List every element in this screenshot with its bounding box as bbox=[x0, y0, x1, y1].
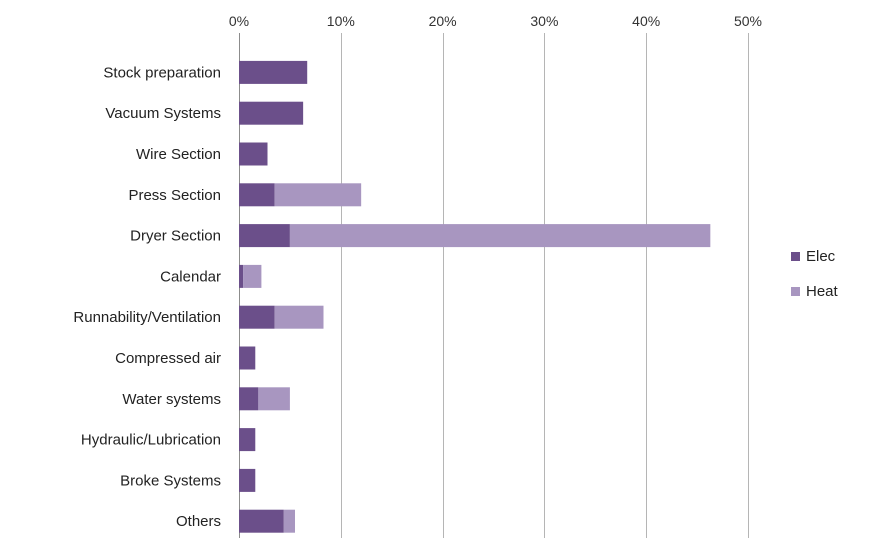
x-tick-label-5: 50% bbox=[734, 13, 762, 29]
bar-elec-1 bbox=[239, 101, 304, 125]
bar-heat-6 bbox=[274, 305, 324, 329]
bar-elec-2 bbox=[239, 142, 268, 166]
x-tick-label-3: 30% bbox=[530, 13, 558, 29]
x-tick-label-1: 10% bbox=[327, 13, 355, 29]
x-tick-label-0: 0% bbox=[229, 13, 249, 29]
bar-elec-0 bbox=[239, 60, 308, 84]
legend-label-heat: Heat bbox=[806, 283, 839, 300]
x-axis-ticks: 0% 10% 20% 30% 40% 50% bbox=[229, 13, 762, 29]
category-label-3: Press Section bbox=[128, 187, 221, 204]
category-label-10: Broke Systems bbox=[120, 472, 221, 489]
bars bbox=[239, 60, 711, 533]
category-label-5: Calendar bbox=[160, 268, 221, 285]
legend-label-elec: Elec bbox=[806, 248, 836, 265]
category-label-0: Stock preparation bbox=[103, 64, 221, 81]
bar-heat-11 bbox=[283, 509, 295, 533]
category-label-2: Wire Section bbox=[136, 146, 221, 163]
bar-heat-3 bbox=[274, 183, 362, 207]
legend: Elec Heat bbox=[791, 248, 839, 300]
legend-swatch-heat bbox=[791, 287, 800, 296]
bar-elec-7 bbox=[239, 346, 256, 370]
bar-elec-8 bbox=[239, 387, 259, 411]
category-label-4: Dryer Section bbox=[130, 228, 221, 245]
bar-heat-4 bbox=[289, 224, 711, 248]
category-label-11: Others bbox=[176, 513, 221, 530]
category-label-9: Hydraulic/Lubrication bbox=[81, 432, 221, 449]
x-tick-label-4: 40% bbox=[632, 13, 660, 29]
category-label-6: Runnability/Ventilation bbox=[73, 309, 221, 326]
bar-heat-8 bbox=[258, 387, 290, 411]
category-label-8: Water systems bbox=[122, 391, 221, 408]
x-tick-label-2: 20% bbox=[429, 13, 457, 29]
gridlines bbox=[239, 33, 749, 538]
bar-elec-5 bbox=[239, 264, 244, 288]
bar-elec-4 bbox=[239, 224, 290, 248]
bar-heat-5 bbox=[243, 264, 262, 288]
bar-elec-10 bbox=[239, 468, 256, 492]
bar-elec-6 bbox=[239, 305, 275, 329]
category-label-1: Vacuum Systems bbox=[105, 105, 221, 122]
legend-swatch-elec bbox=[791, 252, 800, 261]
bar-elec-9 bbox=[239, 428, 256, 452]
category-label-7: Compressed air bbox=[115, 350, 221, 367]
category-labels: Stock preparation Vacuum Systems Wire Sect… bbox=[73, 64, 221, 530]
bar-elec-3 bbox=[239, 183, 275, 207]
bar-elec-11 bbox=[239, 509, 284, 533]
